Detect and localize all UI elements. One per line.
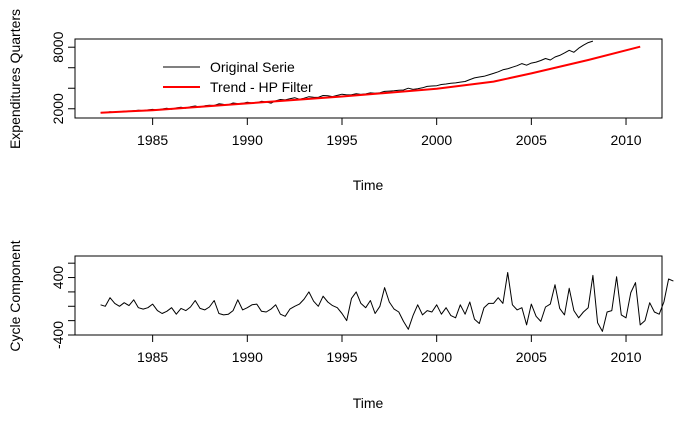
trend-y-axis: 2000 8000: [50, 31, 75, 124]
legend: Original Serie Trend - HP Filter: [163, 59, 313, 95]
trend-x-tick-label: 2010: [610, 132, 641, 148]
trend-series-group: [100, 40, 641, 114]
cycle-x-tick-label: 1990: [232, 349, 263, 365]
trend-series-line-trend-hp-filter: [100, 45, 641, 114]
trend-x-axis: 1985 1990 1995 2000 2005 2010: [137, 118, 642, 148]
cycle-y-axis: -400 400: [50, 262, 75, 349]
trend-x-tick-label: 2000: [421, 132, 452, 148]
cycle-x-tick-label: 2010: [610, 349, 641, 365]
cycle-y-tick-label: -400: [50, 321, 66, 349]
legend-label-trend: Trend - HP Filter: [210, 79, 313, 95]
trend-y-tick-label: 2000: [50, 93, 66, 124]
trend-x-tick-label: 1985: [137, 132, 168, 148]
cycle-y-axis-title: Cycle Component: [7, 240, 23, 351]
trend-panel: 1985 1990 1995 2000 2005 2010 2000 8000 Time E…: [7, 9, 663, 193]
cycle-series-group: [100, 272, 674, 332]
trend-plot-frame: [74, 38, 663, 119]
cycle-x-axis: 1985 1990 1995 2000 2005 2010: [137, 335, 642, 365]
cycle-x-tick-label: 1995: [326, 349, 357, 365]
cycle-plot-frame: [74, 255, 663, 336]
trend-x-tick-label: 1995: [326, 132, 357, 148]
trend-y-tick-label: 8000: [50, 31, 66, 62]
cycle-panel: 1985 1990 1995 2000 2005 2010 -400 400 Time Cy…: [7, 240, 674, 411]
cycle-x-tick-label: 2000: [421, 349, 452, 365]
trend-x-tick-label: 2005: [516, 132, 547, 148]
cycle-y-tick-label: 400: [50, 266, 66, 290]
cycle-x-tick-label: 1985: [137, 349, 168, 365]
cycle-series-line-0: [100, 272, 674, 332]
cycle-x-axis-title: Time: [353, 395, 384, 411]
cycle-x-tick-label: 2005: [516, 349, 547, 365]
trend-y-axis-title: Expenditures Quarters: [7, 9, 23, 149]
legend-label-original: Original Serie: [210, 59, 295, 75]
trend-x-axis-title: Time: [353, 177, 384, 193]
trend-x-tick-label: 1990: [232, 132, 263, 148]
